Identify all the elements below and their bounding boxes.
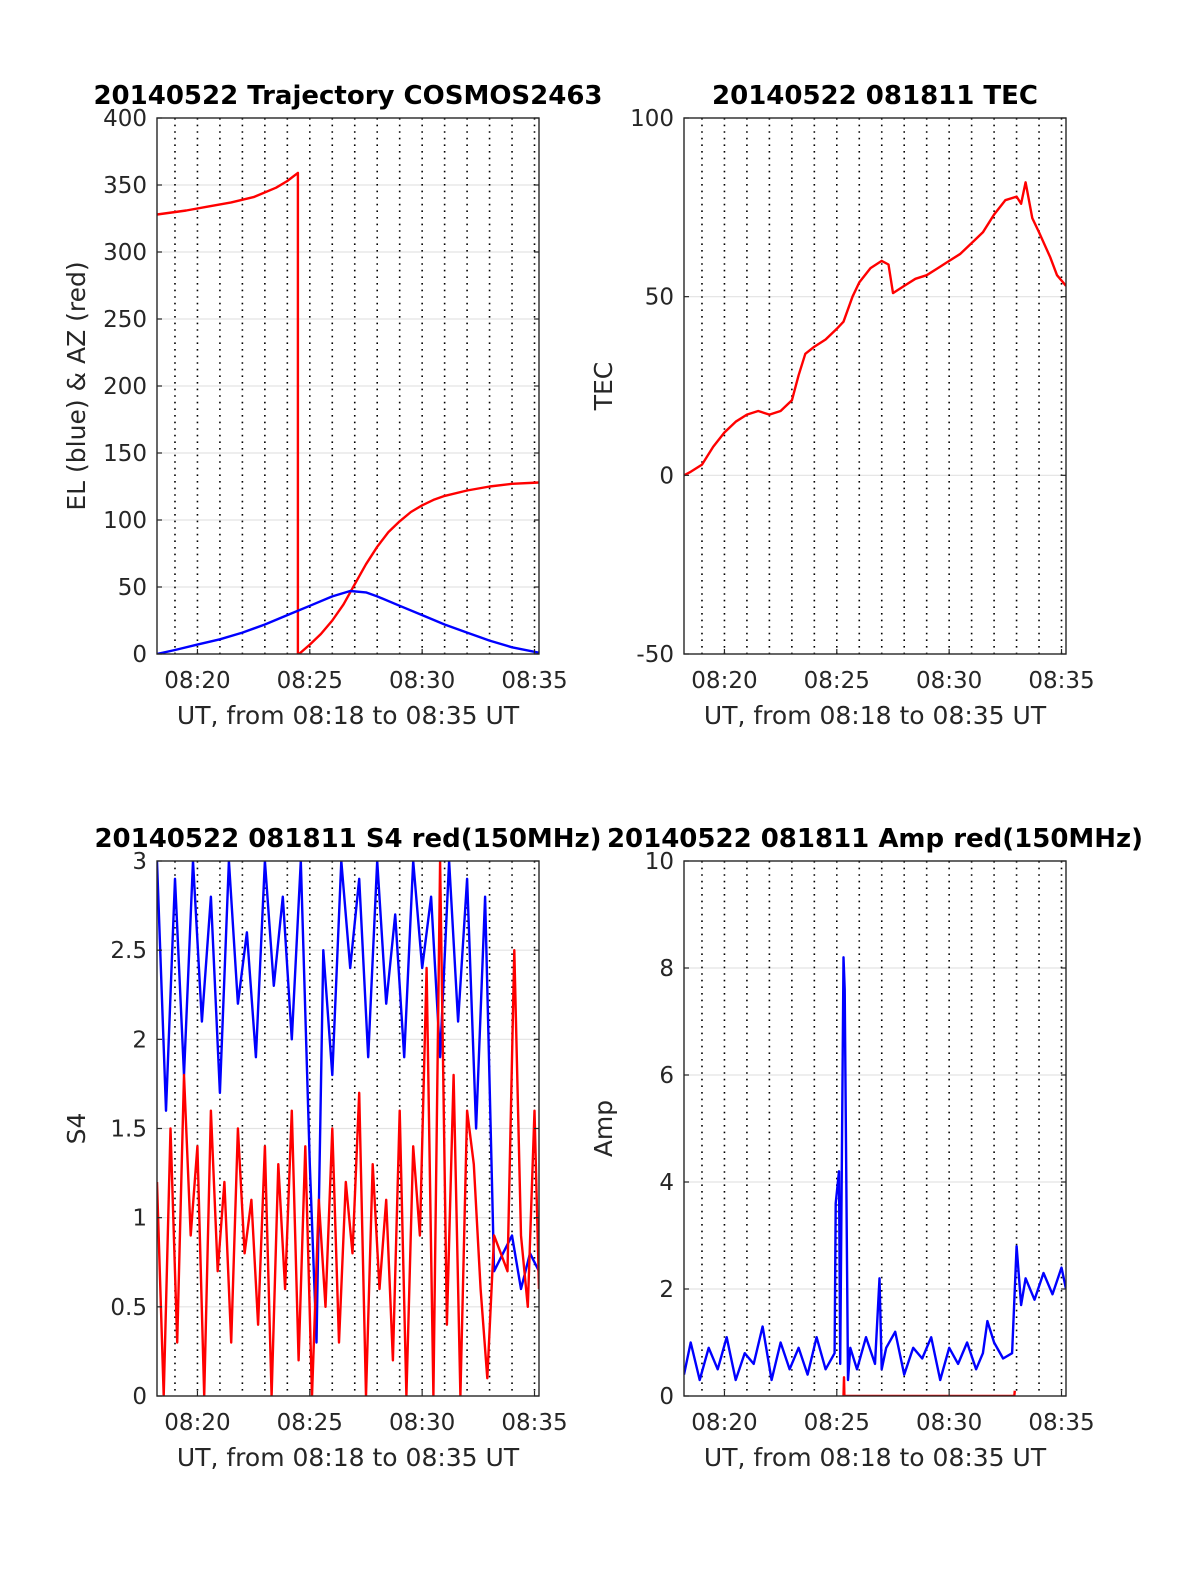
y-tick-label: 2 [132,1027,147,1053]
y-tick-label: 300 [103,240,147,266]
y-tick-label: 150 [103,441,147,467]
x-tick-label: 08:35 [1028,1410,1094,1436]
y-axis-label: EL (blue) & AZ (red) [62,261,91,510]
y-tick-label: 1 [132,1206,147,1232]
x-tick-label: 08:35 [1028,668,1094,694]
y-tick-label: 8 [659,956,674,982]
series-line-0 [684,181,1066,477]
y-axis-label: Amp [589,1100,618,1157]
chart-title: 20140522 Trajectory COSMOS2463 [93,81,602,111]
x-tick-label: 08:20 [164,668,230,694]
y-tick-label: 4 [659,1170,674,1196]
y-tick-label: 10 [645,849,674,875]
series-line-1 [157,861,539,1396]
y-tick-label: 0 [659,463,674,489]
x-tick-label: 08:35 [501,1410,567,1436]
chart-title: 20140522 081811 TEC [712,81,1038,111]
x-tick-label: 08:25 [804,1410,870,1436]
axes-frame [683,860,1067,1397]
y-tick-label: 2.5 [110,938,147,964]
chart-amp: 0 2 4 6 8 10 08:20 08:25 08:30 08:35 20140522 0818… [589,824,1143,1472]
y-tick-label: 250 [103,307,147,333]
series-line-0 [157,861,539,1344]
x-tick-label: 08:20 [691,668,757,694]
y-tick-label: 100 [630,106,674,132]
x-tick-label: 08:35 [501,668,567,694]
y-tick-label: 50 [118,575,147,601]
y-axis-label: TEC [589,362,618,412]
series-line-1 [842,1376,1016,1396]
y-tick-label: 400 [103,106,147,132]
chart-title: 20140522 081811 S4 red(150MHz) [94,824,601,854]
x-tick-label: 08:30 [916,1410,982,1436]
series-line-0 [684,956,1066,1382]
series-line-0 [157,171,539,654]
y-tick-label: 0 [659,1384,674,1410]
x-axis-label: UT, from 08:18 to 08:35 UT [704,701,1047,730]
chart-title: 20140522 081811 Amp red(150MHz) [607,824,1143,854]
y-tick-label: 0.5 [110,1295,147,1321]
y-tick-label: 200 [103,374,147,400]
chart-s4: 0 0.5 1 1.5 2 2.5 3 08:20 08:25 08:30 08:35 2014052… [62,824,602,1472]
x-tick-label: 08:20 [691,1410,757,1436]
x-tick-label: 08:30 [389,668,455,694]
y-tick-label: 0 [132,642,147,668]
y-tick-label: 6 [659,1063,674,1089]
series-line-1 [157,589,539,654]
y-axis-label: S4 [62,1113,91,1145]
x-axis-label: UT, from 08:18 to 08:35 UT [177,1443,520,1472]
y-tick-label: 50 [645,285,674,311]
x-tick-label: 08:30 [916,668,982,694]
y-tick-label: 100 [103,508,147,534]
x-tick-label: 08:25 [804,668,870,694]
x-tick-label: 08:30 [389,1410,455,1436]
y-tick-label: 0 [132,1384,147,1410]
chart-trajectory: 0 50 100 150 200 250 300 350 400 08:20 08:25 08:30 0… [62,81,603,730]
x-axis-label: UT, from 08:18 to 08:35 UT [704,1443,1047,1472]
x-tick-label: 08:25 [277,668,343,694]
x-tick-label: 08:20 [164,1410,230,1436]
x-tick-label: 08:25 [277,1410,343,1436]
x-axis-label: UT, from 08:18 to 08:35 UT [177,701,520,730]
y-tick-label: 2 [659,1277,674,1303]
chart-tec: -50 0 50 100 08:20 08:25 08:30 08:35 20140522 08… [589,81,1095,730]
axes-frame [683,117,1067,655]
y-tick-label: 1.5 [110,1117,147,1143]
y-tick-label: 3 [132,849,147,875]
y-tick-label: -50 [636,642,674,668]
y-tick-label: 350 [103,173,147,199]
